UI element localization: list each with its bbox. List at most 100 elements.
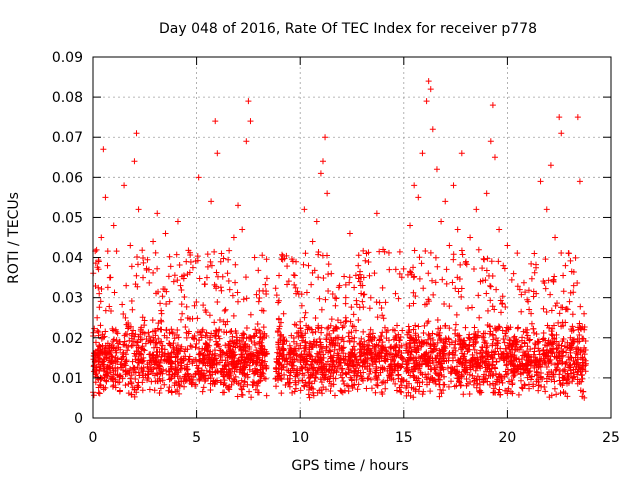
data-point	[473, 206, 480, 213]
band-point	[532, 360, 539, 367]
band-point	[489, 303, 496, 310]
data-point	[477, 278, 484, 285]
band-point	[153, 358, 160, 365]
band-point	[481, 360, 488, 367]
band-point	[550, 277, 557, 284]
band-point	[132, 331, 139, 338]
data-point	[94, 314, 101, 321]
band-point	[562, 360, 569, 367]
band-point	[442, 323, 449, 330]
band-point	[558, 342, 565, 349]
data-point	[483, 190, 490, 197]
band-point	[458, 382, 465, 389]
band-point	[481, 339, 488, 346]
band-point	[353, 301, 360, 308]
band-point	[307, 353, 314, 360]
band-point	[552, 302, 559, 309]
band-point	[132, 281, 139, 288]
band-point	[564, 339, 571, 346]
band-point	[294, 369, 301, 376]
band-point	[309, 329, 316, 336]
data-point	[166, 298, 173, 305]
band-point	[206, 368, 213, 375]
data-point	[135, 206, 142, 213]
band-point	[176, 390, 183, 397]
band-point	[333, 358, 340, 365]
band-point	[153, 364, 160, 371]
band-point	[211, 352, 218, 359]
band-point	[457, 340, 464, 347]
data-point	[212, 118, 219, 125]
data-point	[496, 226, 503, 233]
band-point	[229, 337, 236, 344]
band-point	[577, 387, 584, 394]
band-point	[559, 358, 566, 365]
band-point	[372, 344, 379, 351]
band-point	[489, 273, 496, 280]
band-point	[458, 373, 465, 380]
band-point	[261, 346, 268, 353]
band-point	[461, 364, 468, 371]
band-point	[158, 345, 165, 352]
band-point	[556, 310, 563, 317]
band-point	[191, 336, 198, 343]
band-point	[161, 381, 168, 388]
band-point	[391, 353, 398, 360]
band-point	[548, 392, 555, 399]
band-point	[217, 258, 224, 265]
band-point	[166, 253, 173, 260]
data-point	[433, 166, 440, 173]
band-point	[472, 367, 479, 374]
band-point	[338, 336, 345, 343]
band-point	[252, 326, 259, 333]
band-point	[147, 368, 154, 375]
band-point	[165, 387, 172, 394]
band-point	[340, 344, 347, 351]
band-point	[432, 279, 439, 286]
band-point	[360, 369, 367, 376]
band-point	[542, 388, 549, 395]
band-point	[348, 304, 355, 311]
band-point	[161, 346, 168, 353]
band-point	[135, 333, 142, 340]
band-point	[120, 310, 127, 317]
band-point	[256, 287, 263, 294]
band-point	[577, 354, 584, 361]
band-point	[346, 369, 353, 376]
band-point	[509, 346, 516, 353]
band-point	[220, 366, 227, 373]
band-point	[236, 366, 243, 373]
band-point	[349, 322, 356, 329]
band-point	[234, 298, 241, 305]
band-point	[405, 349, 412, 356]
band-point	[174, 351, 181, 358]
band-point	[200, 351, 207, 358]
band-point	[369, 330, 376, 337]
band-point	[533, 264, 540, 271]
band-point	[518, 308, 525, 315]
band-point	[252, 386, 259, 393]
band-point	[315, 251, 322, 258]
band-point	[434, 316, 441, 323]
band-point	[328, 316, 335, 323]
band-point	[101, 346, 108, 353]
band-point	[355, 359, 362, 366]
band-point	[284, 263, 291, 270]
band-point	[324, 252, 331, 259]
band-point	[429, 277, 436, 284]
band-point	[527, 336, 534, 343]
band-point	[492, 348, 499, 355]
band-point	[487, 297, 494, 304]
data-point	[355, 262, 362, 269]
data-point	[500, 262, 507, 269]
band-point	[279, 347, 286, 354]
band-point	[137, 326, 144, 333]
band-point	[317, 339, 324, 346]
y-tick-label: 0	[74, 411, 83, 427]
band-point	[110, 327, 117, 334]
band-point	[478, 389, 485, 396]
band-point	[458, 337, 465, 344]
band-point	[343, 317, 350, 324]
band-point	[138, 358, 145, 365]
